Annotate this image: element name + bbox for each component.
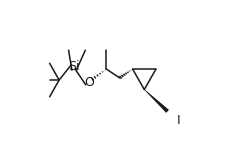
Text: O: O [84, 76, 94, 89]
Polygon shape [144, 89, 169, 113]
Text: Si: Si [68, 60, 80, 73]
Text: I: I [176, 114, 180, 127]
